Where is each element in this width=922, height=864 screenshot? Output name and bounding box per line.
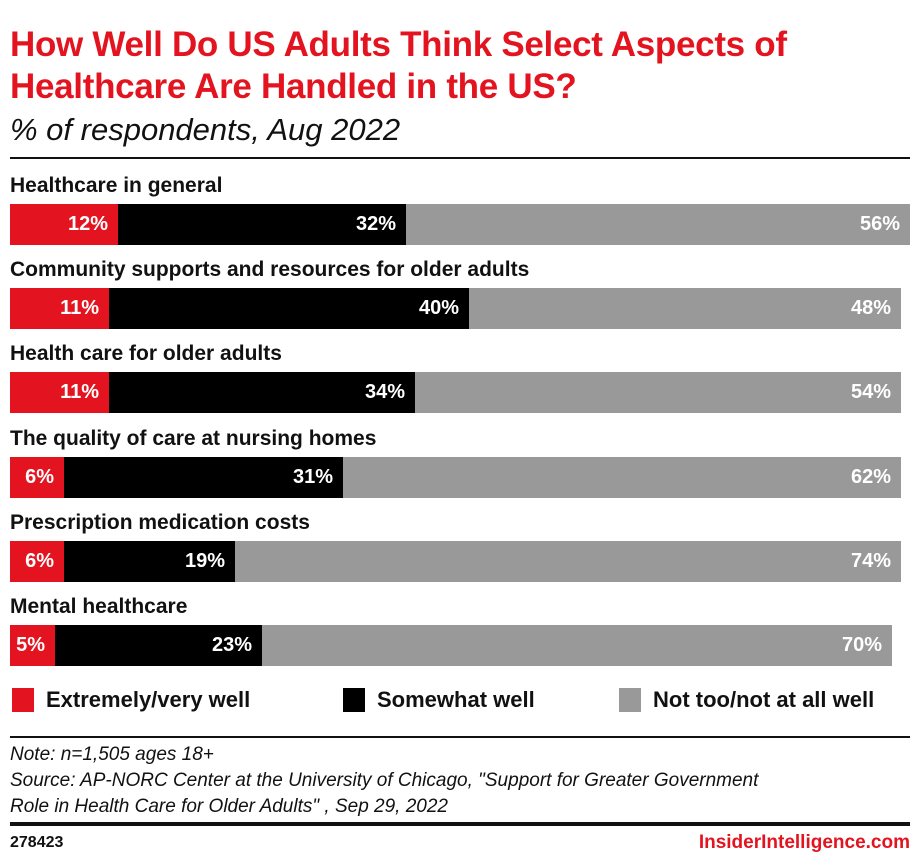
bar-segment	[10, 288, 109, 330]
bar-segment	[64, 456, 343, 498]
legend-label: Somewhat well	[377, 687, 535, 712]
legend-swatch-black	[343, 688, 365, 712]
footer-divider	[10, 822, 910, 826]
bar-segment	[406, 204, 910, 245]
note-divider	[10, 736, 910, 738]
data-label: 5%	[16, 634, 45, 656]
category-label: Prescription medication costs	[10, 510, 310, 534]
data-label: 48%	[850, 297, 891, 320]
data-label: 11%	[60, 381, 99, 404]
data-label: 74%	[850, 549, 891, 572]
data-label: 32%	[355, 213, 396, 235]
bar-segment	[10, 456, 64, 498]
legend-item-not-well: Not too/not at all well	[619, 687, 874, 713]
category-label: Mental healthcare	[10, 595, 188, 618]
bar-segment	[469, 288, 901, 330]
data-label: 40%	[418, 297, 459, 320]
data-label: 31%	[292, 465, 333, 488]
category-label: Community supports and resources for old…	[10, 258, 530, 282]
data-label: 6%	[25, 549, 54, 572]
notes: Note: n=1,505 ages 18+ Source: AP-NORC C…	[10, 742, 758, 820]
chart-title: How Well Do US Adults Think Select Aspec…	[10, 25, 787, 106]
data-label: 34%	[364, 381, 405, 404]
legend-swatch-gray	[619, 688, 641, 712]
legend-swatch-red	[12, 688, 34, 712]
top-divider	[10, 157, 910, 159]
source-text-1: Source: AP-NORC Center at the University…	[10, 770, 759, 791]
bar-segment	[109, 372, 415, 414]
bar-segment	[10, 204, 118, 245]
bar-segment	[262, 625, 892, 666]
legend-label: Extremely/very well	[46, 687, 251, 712]
data-label: 6%	[25, 465, 54, 488]
category-label: Health care for older adults	[10, 342, 282, 366]
data-label: 70%	[841, 634, 882, 656]
data-label: 19%	[184, 549, 225, 572]
bar-segment	[55, 625, 262, 666]
data-label: 54%	[850, 381, 891, 404]
data-label: 12%	[67, 213, 108, 235]
bar-segment	[10, 625, 55, 666]
bar-segment	[415, 372, 901, 414]
data-label: 11%	[60, 297, 99, 320]
bar-segment	[118, 204, 406, 245]
data-label: 62%	[850, 465, 891, 488]
source-text-2: Role in Health Care for Older Adults" , …	[10, 796, 449, 817]
chart-id: 278423	[10, 834, 64, 851]
brand-link[interactable]: InsiderIntelligence.com	[698, 832, 910, 853]
category-label: Healthcare in general	[10, 174, 223, 197]
data-label: 56%	[859, 213, 900, 235]
legend-label: Not too/not at all well	[653, 687, 875, 712]
bar-segment	[10, 372, 109, 414]
bar-segment	[235, 540, 901, 582]
bar-segment	[64, 540, 235, 582]
chart-subtitle: % of respondents, Aug 2022	[10, 112, 401, 147]
data-label: 23%	[211, 634, 252, 656]
bar-segment	[343, 456, 901, 498]
legend-item-somewhat: Somewhat well	[343, 687, 535, 713]
note-text: Note: n=1,505 ages 18+	[10, 744, 214, 765]
bar-segment	[109, 288, 469, 330]
legend-item-extremely: Extremely/very well	[12, 687, 250, 713]
category-label: The quality of care at nursing homes	[10, 426, 377, 450]
bar-segment	[10, 540, 64, 582]
